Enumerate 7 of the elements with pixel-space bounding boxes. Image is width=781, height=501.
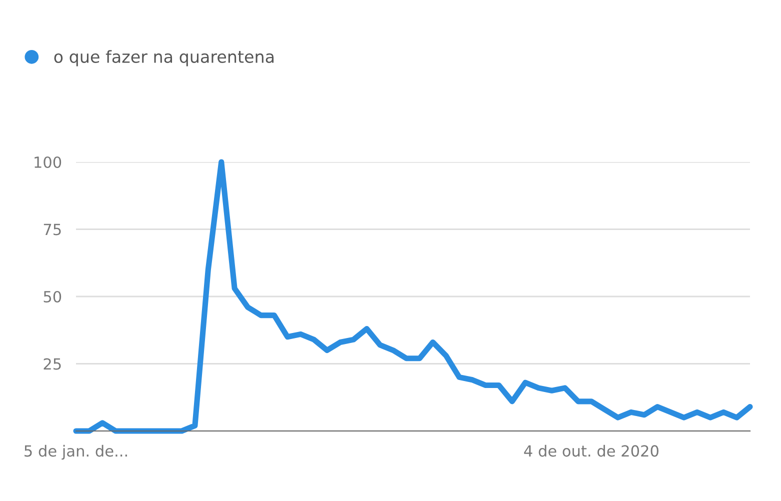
legend-label: o que fazer na quarentena — [54, 50, 274, 66]
y-tick-label: 75 — [44, 224, 61, 236]
x-tick-label: 4 de out. de 2020 — [524, 444, 658, 457]
y-tick-label: 50 — [44, 290, 62, 303]
x-tick-label: 5 de jan. de... — [24, 444, 127, 460]
y-tick-label: 100 — [34, 156, 62, 168]
y-tick-label: 25 — [44, 358, 61, 370]
